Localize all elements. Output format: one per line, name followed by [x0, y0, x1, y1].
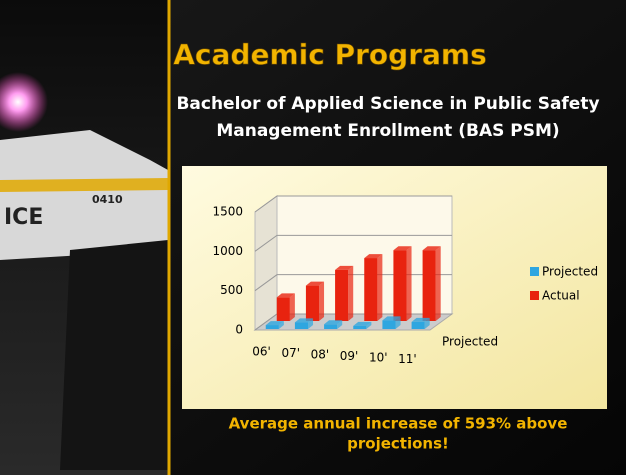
- x-tick-label: 11': [398, 352, 417, 366]
- x-tick-label: 08': [311, 348, 330, 362]
- bar: [277, 297, 290, 321]
- y-tick-label: 500: [220, 283, 243, 297]
- footer: projections!: [347, 435, 449, 453]
- bar: [306, 286, 319, 321]
- photo-text: 0410: [92, 193, 123, 206]
- bar: [324, 324, 337, 329]
- photo: ICE 0410: [0, 0, 168, 475]
- second-car: [60, 240, 168, 470]
- legend-label: Projected: [542, 265, 598, 279]
- bar-side: [436, 246, 441, 321]
- photo-text: ICE: [4, 205, 43, 230]
- side-wall: [255, 196, 277, 330]
- bar: [382, 320, 395, 329]
- subtitle: Bachelor of Applied Science in Public Sa…: [176, 94, 599, 114]
- x-tick-label: 06': [252, 345, 271, 359]
- bar-side: [377, 254, 382, 321]
- subtitle: Management Enrollment (BAS PSM): [216, 121, 559, 141]
- y-tick-label: 1000: [212, 244, 243, 258]
- y-tick-label: 0: [235, 323, 243, 337]
- bar-side: [407, 246, 412, 321]
- bar: [423, 250, 436, 321]
- x-tick-label: 07': [281, 346, 300, 360]
- slide-title: Academic Programs: [173, 38, 486, 71]
- bar: [364, 258, 377, 321]
- bar: [295, 322, 308, 329]
- y-tick-label: 1500: [212, 205, 243, 219]
- bar: [266, 325, 279, 329]
- slide: ICE 0410 Academic Programs Bachelor of A…: [0, 0, 626, 475]
- bar-side: [290, 293, 295, 321]
- bar-side: [319, 282, 324, 321]
- car-stripe: [0, 178, 168, 192]
- bar: [393, 250, 406, 321]
- bar-side: [348, 266, 353, 321]
- footer: Average annual increase of 593% above: [229, 415, 568, 433]
- legend-label: Actual: [542, 289, 580, 303]
- bar: [335, 270, 348, 321]
- legend-swatch: [530, 291, 539, 300]
- x-tick-label: 10': [369, 351, 388, 365]
- bar: [412, 322, 425, 329]
- depth-label: Projected: [442, 335, 498, 349]
- x-tick-label: 09': [340, 349, 359, 363]
- bar: [353, 326, 366, 329]
- legend-swatch: [530, 267, 539, 276]
